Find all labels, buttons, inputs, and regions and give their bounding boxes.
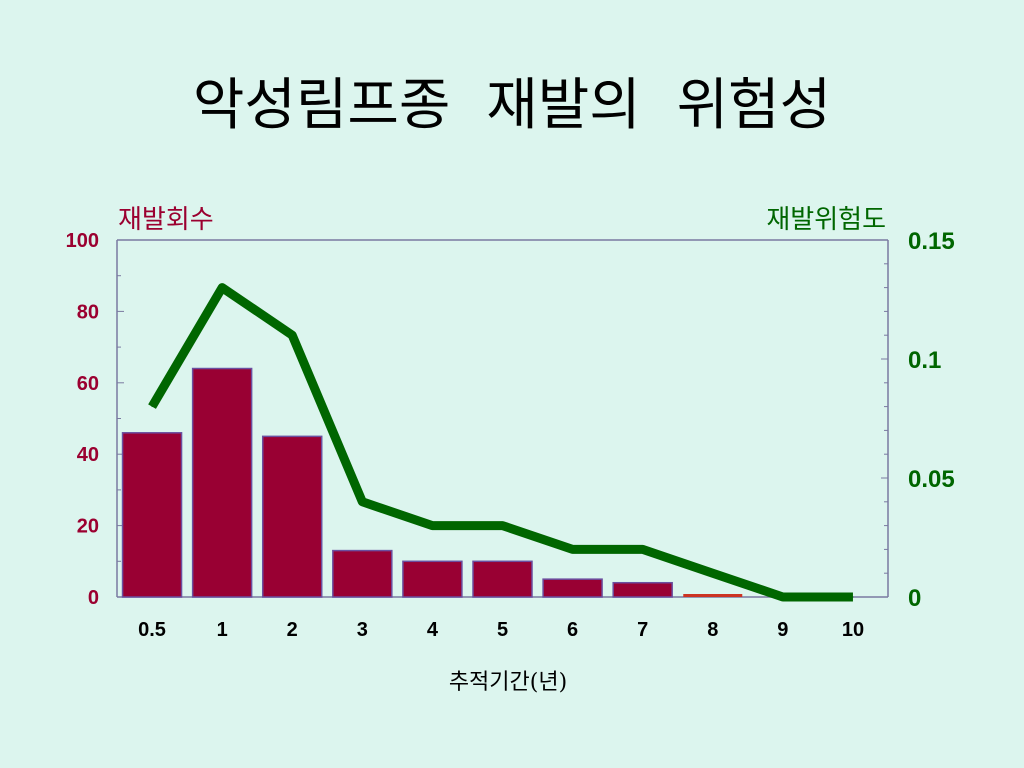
- line-series: [148, 283, 854, 602]
- line-point: [642, 548, 644, 550]
- line-point: [151, 406, 153, 408]
- right-axis-title: 재발위험도: [766, 205, 886, 235]
- left-tick-label: 60: [77, 373, 99, 395]
- bar: [542, 578, 603, 598]
- line-point: [431, 525, 433, 527]
- left-axis-title: 재발회수: [118, 205, 214, 235]
- bar: [191, 367, 253, 598]
- x-tick-label: 2: [287, 619, 298, 641]
- left-tick-label: 100: [66, 230, 99, 252]
- bar-series: [121, 367, 743, 598]
- left-tick-label: 40: [77, 444, 99, 466]
- slide-title: 악성림프종 재발의 위험성: [192, 73, 832, 138]
- x-tick-label: 6: [567, 619, 578, 641]
- line-point: [712, 572, 714, 574]
- risk-line: [148, 283, 853, 602]
- x-tick-label: 1: [217, 619, 228, 641]
- x-tick-label: 7: [637, 619, 648, 641]
- bar: [402, 560, 463, 598]
- x-tick-label: 10: [842, 619, 864, 641]
- x-tick-label: 8: [707, 619, 718, 641]
- right-tick-label: 0.15: [908, 228, 955, 255]
- bar: [121, 432, 183, 598]
- bar: [472, 560, 533, 598]
- x-axis-title: 추적기간(년): [449, 670, 567, 695]
- chart-labels: 0 20 40 60 80 100 0 0.05 0.1 0.15 0.5 1 2 3 4 5 6 7 8 9 10 재발…: [66, 205, 955, 695]
- left-tick-label: 0: [88, 587, 99, 609]
- line-point: [221, 287, 223, 289]
- x-tick-label: 9: [777, 619, 788, 641]
- right-tick-label: 0.1: [908, 347, 941, 374]
- right-tick-label: 0: [908, 585, 921, 612]
- left-tick-label: 80: [77, 301, 99, 323]
- line-point: [572, 548, 574, 550]
- x-tick-label: 0.5: [138, 619, 166, 641]
- right-tick-label: 0.05: [908, 466, 955, 493]
- line-point: [361, 501, 363, 503]
- bar: [261, 435, 323, 598]
- x-tick-label: 4: [427, 619, 439, 641]
- left-tick-label: 20: [77, 516, 99, 538]
- line-point: [502, 525, 503, 527]
- bar: [332, 549, 393, 598]
- line-point: [782, 596, 784, 598]
- line-point: [291, 334, 293, 336]
- line-point: [852, 596, 854, 598]
- bar: [683, 594, 743, 597]
- x-tick-label: 3: [357, 619, 368, 641]
- bar: [612, 581, 673, 598]
- x-tick-label: 5: [497, 619, 508, 641]
